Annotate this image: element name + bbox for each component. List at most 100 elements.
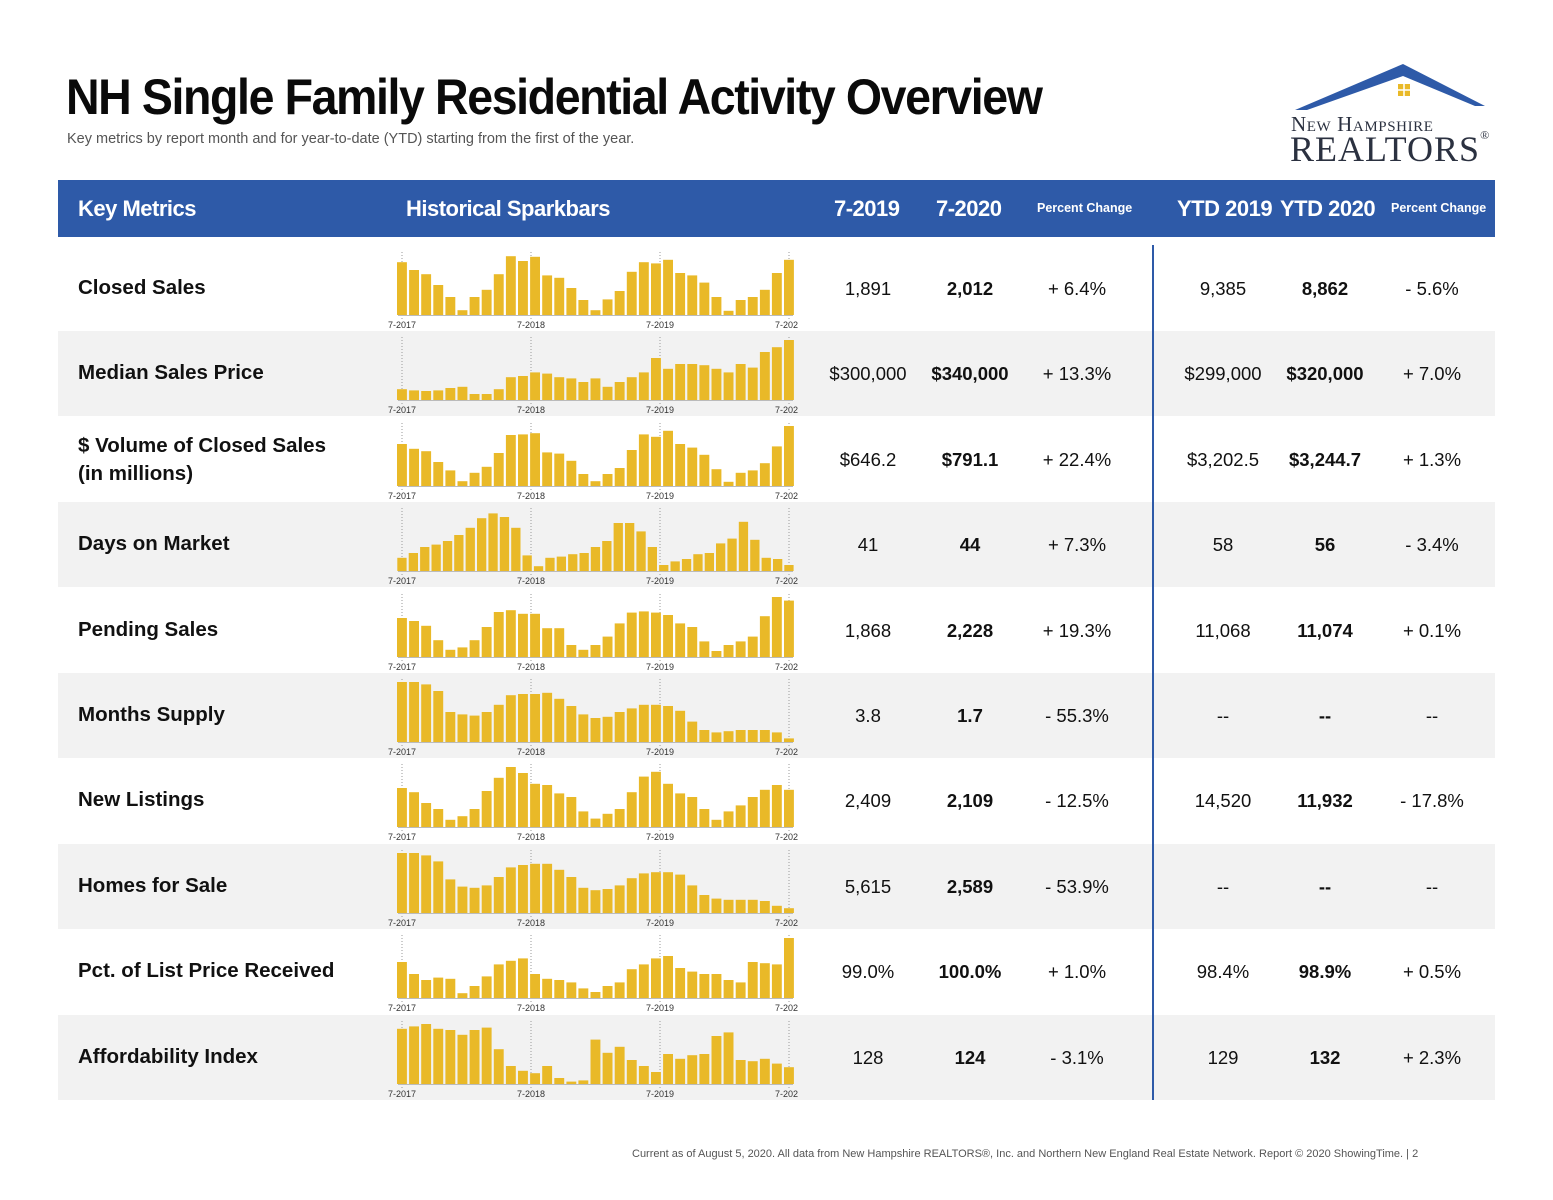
spark-bar xyxy=(626,271,637,315)
spark-bar xyxy=(530,1072,540,1084)
spark-bar xyxy=(421,1023,432,1084)
ytd-divider xyxy=(1152,245,1154,1100)
spark-bar xyxy=(638,1065,649,1084)
value-ytd-percent-change: + 1.3% xyxy=(1402,448,1462,470)
value-ytd-percent-change: + 2.3% xyxy=(1402,1046,1462,1068)
spark-bar xyxy=(738,521,749,572)
spark-bar xyxy=(533,566,544,572)
spark-bar xyxy=(433,390,444,401)
spark-bar xyxy=(542,275,553,315)
value-ytd-percent-change: + 0.5% xyxy=(1402,961,1462,983)
table-row: Affordability Index 7-2017 7-2018 7-2019 7-2… xyxy=(58,1014,1495,1100)
sparkbar-chart: 7-2017 7-2018 7-2019 7-2020 xyxy=(388,1020,798,1099)
value-ytd-2020: 8,862 xyxy=(1301,278,1349,299)
spark-bar xyxy=(433,809,444,828)
spark-bar xyxy=(590,378,601,401)
spark-bar xyxy=(638,372,649,401)
spark-bar xyxy=(505,377,516,401)
spark-bar xyxy=(445,649,456,657)
table-row: Months Supply 7-2017 7-2018 7-2019 7-2020 3.8… xyxy=(58,673,1495,758)
spark-bar xyxy=(693,554,703,572)
value-month-2019: 99.0% xyxy=(841,961,895,983)
spark-bar xyxy=(579,553,589,572)
spark-bar xyxy=(469,1029,480,1084)
spark-axis-label: 7-2020 xyxy=(775,832,798,842)
spark-bar xyxy=(522,555,532,572)
spark-bar xyxy=(457,387,468,401)
metric-label: Pending Sales xyxy=(78,617,219,641)
spark-axis-label: 7-2019 xyxy=(646,491,674,501)
spark-axis-label: 7-2017 xyxy=(388,405,416,415)
spark-bar xyxy=(687,275,698,315)
spark-bar xyxy=(542,978,553,999)
spark-bar xyxy=(651,263,661,315)
spark-bar xyxy=(651,436,661,486)
spark-bar xyxy=(651,772,661,828)
value-percent-change: + 7.3% xyxy=(1047,534,1107,556)
spark-bar xyxy=(518,1070,528,1084)
spark-bar xyxy=(542,785,553,828)
spark-bar xyxy=(409,270,419,315)
spark-bar xyxy=(397,557,407,572)
spark-bar xyxy=(518,958,528,999)
spark-bar xyxy=(554,377,565,401)
spark-bar xyxy=(445,470,456,486)
spark-bar xyxy=(784,738,794,742)
metric-label: Months Supply xyxy=(78,703,225,726)
spark-bar xyxy=(759,1058,770,1084)
metric-label: Homes for Sale xyxy=(78,873,228,897)
spark-bar xyxy=(675,968,686,999)
spark-bar xyxy=(481,289,492,315)
spark-bar xyxy=(465,527,475,572)
spark-bar xyxy=(457,646,468,657)
value-ytd-2019: -- xyxy=(1216,875,1230,897)
spark-bar xyxy=(602,986,613,999)
spark-bar xyxy=(602,1052,613,1084)
spark-bar xyxy=(505,434,516,486)
spark-bar xyxy=(566,876,577,913)
spark-bar xyxy=(445,712,456,742)
spark-bar xyxy=(530,256,540,315)
spark-bar xyxy=(613,523,623,572)
value-month-2019: $300,000 xyxy=(829,363,907,385)
spark-bar xyxy=(759,790,770,828)
spark-bar xyxy=(711,297,722,315)
spark-bar xyxy=(433,977,444,999)
spark-bar xyxy=(747,899,758,913)
spark-bar xyxy=(663,784,673,828)
spark-bar xyxy=(590,547,601,572)
spark-bar xyxy=(556,556,566,572)
metric-label: New Listings xyxy=(78,788,205,812)
spark-bar xyxy=(397,389,407,401)
value-ytd-percent-change: -- xyxy=(1425,705,1439,726)
spark-bar xyxy=(735,472,746,486)
spark-bar xyxy=(723,811,734,828)
spark-bar xyxy=(602,636,613,657)
spark-bar xyxy=(675,364,686,401)
value-ytd-2020: $320,000 xyxy=(1286,363,1364,385)
spark-bar xyxy=(759,289,770,315)
spark-bar xyxy=(554,1077,565,1084)
spark-bar xyxy=(771,785,782,828)
value-ytd-2019: $3,202.5 xyxy=(1186,448,1259,470)
spark-bar xyxy=(505,256,516,315)
value-month-2019: 5,615 xyxy=(844,875,892,897)
spark-bar xyxy=(711,468,722,486)
spark-bar xyxy=(687,885,698,913)
spark-bar xyxy=(421,684,432,742)
spark-bar xyxy=(699,894,710,913)
spark-bar xyxy=(590,818,601,828)
spark-bar xyxy=(397,262,407,315)
spark-bar xyxy=(735,982,746,999)
spark-bar xyxy=(614,622,625,657)
spark-bar xyxy=(759,462,770,486)
value-percent-change: - 55.3% xyxy=(1045,705,1109,726)
spark-bar xyxy=(578,714,589,742)
spark-bar xyxy=(469,887,480,913)
value-ytd-percent-change: - 3.4% xyxy=(1405,534,1459,556)
spark-axis-label: 7-2017 xyxy=(388,662,416,672)
spark-bar xyxy=(663,956,673,999)
metric-label-line1: $ Volume of Closed Sales xyxy=(78,433,326,457)
spark-axis-label: 7-2020 xyxy=(775,918,798,928)
spark-bar xyxy=(711,820,722,828)
